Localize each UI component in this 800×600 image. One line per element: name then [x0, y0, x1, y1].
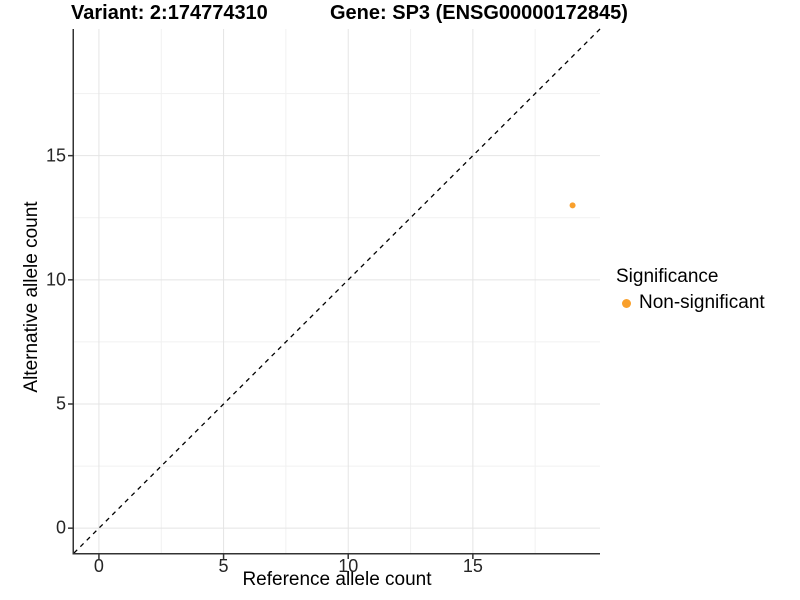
data-point	[569, 202, 576, 209]
y-tick-label: 15	[45, 145, 66, 166]
plot-title-gene: Gene: SP3 (ENSG00000172845)	[330, 2, 628, 24]
y-tick-label: 10	[45, 269, 66, 290]
legend-entries: Non-significant	[616, 292, 765, 314]
x-tick-label: 15	[462, 556, 483, 576]
y-axis-title: Alternative allele count	[21, 201, 42, 393]
plot-title-variant: Variant: 2:174774310	[71, 2, 268, 24]
identity-line	[73, 28, 601, 554]
x-tick-label: 5	[218, 556, 229, 576]
legend-entry-label: Non-significant	[639, 292, 765, 313]
legend-title: Significance	[616, 266, 719, 287]
x-axis-title: Reference allele count	[242, 569, 432, 590]
y-tick-label: 0	[55, 517, 66, 538]
legend: Significance Non-significant	[616, 266, 765, 314]
x-tick-label: 0	[93, 556, 104, 576]
y-tick-label: 5	[55, 393, 66, 414]
x-tick-label: 10	[338, 556, 359, 576]
legend-key-dot-icon	[622, 298, 631, 308]
legend-entry: Non-significant	[616, 292, 765, 314]
